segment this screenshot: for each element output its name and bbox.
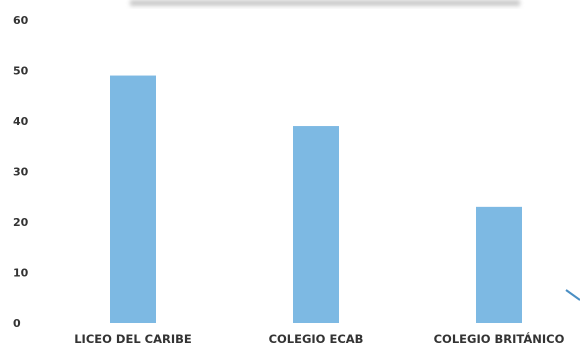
chart-title-blur — [130, 0, 520, 6]
y-axis: 0 10 20 30 40 50 60 — [13, 14, 29, 330]
x-category-label: LICEO DEL CARIBE — [74, 332, 192, 346]
y-tick-label: 0 — [13, 317, 21, 330]
x-axis-labels: LICEO DEL CARIBE COLEGIO ECAB COLEGIO BRIT… — [74, 331, 564, 346]
y-tick-label: 60 — [13, 14, 29, 27]
bars — [110, 76, 522, 323]
y-tick-label: 50 — [13, 65, 29, 78]
y-tick-label: 40 — [13, 115, 29, 128]
y-tick-label: 30 — [13, 166, 29, 179]
y-tick-label: 20 — [13, 216, 29, 229]
x-category-label: COLEGIO ECAB — [269, 332, 364, 346]
bar — [476, 207, 522, 323]
corner-artifact — [566, 290, 580, 300]
y-tick-label: 10 — [13, 267, 29, 280]
x-category-label: COLEGIO BRITÁNICO — [434, 331, 565, 346]
bar — [110, 76, 156, 323]
bar — [293, 126, 339, 323]
